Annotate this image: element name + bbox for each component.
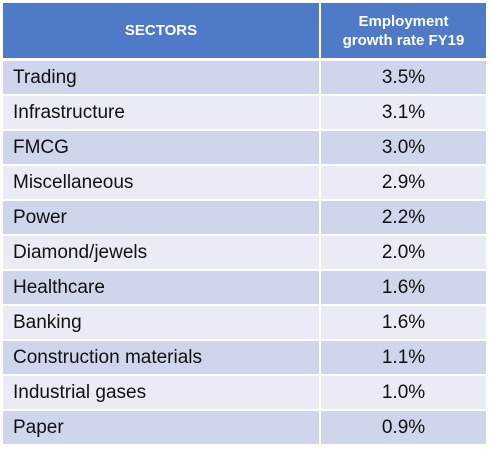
sector-name: Power (3, 200, 321, 236)
header-sectors: SECTORS (3, 3, 321, 61)
table-row: Diamond/jewels 2.0% (3, 235, 486, 271)
employment-growth-table: SECTORS Employment growth rate FY19 Trad… (3, 3, 486, 446)
growth-rate-value: 3.0% (320, 130, 486, 166)
sector-name: Diamond/jewels (3, 235, 321, 271)
table-row: Paper 0.9% (3, 410, 486, 446)
table-row: Construction materials 1.1% (3, 340, 486, 376)
growth-rate-value: 2.0% (320, 235, 486, 271)
table-row: FMCG 3.0% (3, 130, 486, 166)
table-row: Power 2.2% (3, 200, 486, 236)
header-growth-rate-line1: Employment (358, 12, 449, 30)
sector-name: Banking (3, 305, 321, 341)
growth-rate-value: 3.1% (320, 95, 486, 131)
growth-rate-value: 0.9% (320, 410, 486, 446)
sector-name: FMCG (3, 130, 321, 166)
growth-rate-value: 1.1% (320, 340, 486, 376)
header-growth-rate-line2: growth rate FY19 (342, 31, 465, 49)
table-row: Banking 1.6% (3, 305, 486, 341)
sector-name: Construction materials (3, 340, 321, 376)
header-growth-rate: Employment growth rate FY19 (320, 3, 486, 61)
sector-name: Infrastructure (3, 95, 321, 131)
table-body: Trading 3.5% Infrastructure 3.1% FMCG 3.0% Mis… (3, 59, 486, 446)
table-row: Industrial gases 1.0% (3, 375, 486, 411)
sector-name: Trading (3, 59, 321, 96)
table-row: Trading 3.5% (3, 59, 486, 96)
sector-name: Healthcare (3, 270, 321, 306)
growth-rate-value: 1.0% (320, 375, 486, 411)
sector-table: SECTORS Employment growth rate FY19 Trad… (3, 3, 486, 446)
table-header: SECTORS Employment growth rate FY19 (3, 3, 486, 61)
table-row: Infrastructure 3.1% (3, 95, 486, 131)
growth-rate-value: 1.6% (320, 305, 486, 341)
sector-name: Paper (3, 410, 321, 446)
sector-name: Industrial gases (3, 375, 321, 411)
growth-rate-value: 2.2% (320, 200, 486, 236)
growth-rate-value: 3.5% (320, 59, 486, 96)
table-row: Healthcare 1.6% (3, 270, 486, 306)
header-row: SECTORS Employment growth rate FY19 (3, 3, 486, 61)
growth-rate-value: 2.9% (320, 165, 486, 201)
sector-name: Miscellaneous (3, 165, 321, 201)
table-row: Miscellaneous 2.9% (3, 165, 486, 201)
growth-rate-value: 1.6% (320, 270, 486, 306)
